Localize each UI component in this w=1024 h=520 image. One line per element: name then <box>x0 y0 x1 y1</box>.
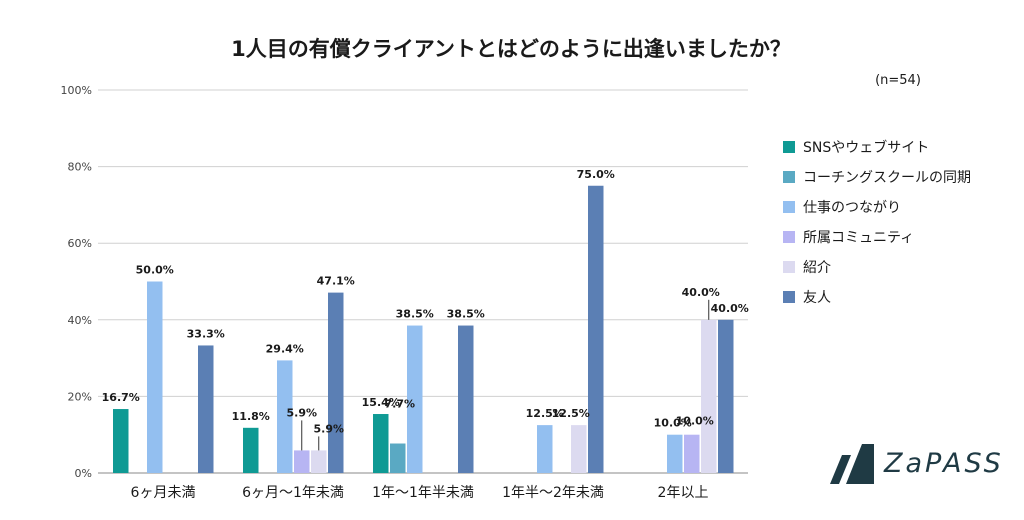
data-label: 10.0% <box>654 417 692 430</box>
data-label: 33.3% <box>187 327 225 340</box>
bar <box>373 414 389 473</box>
bar <box>328 292 344 473</box>
bar <box>243 427 259 473</box>
legend: SNSやウェブサイトコーチングスクールの同期仕事のつながり所属コミュニティ紹介友… <box>783 139 971 306</box>
y-tick-label: 80% <box>68 161 92 174</box>
legend-swatch <box>783 201 795 213</box>
data-label: 10.0% <box>676 415 714 428</box>
data-label: 7.7% <box>384 398 415 411</box>
data-label: 12.5% <box>552 407 590 420</box>
data-label: 50.0% <box>136 264 174 277</box>
bars <box>113 185 734 473</box>
data-label: 29.4% <box>266 342 304 355</box>
category-label: 1年半〜2年未満 <box>502 485 604 501</box>
data-label: 40.0% <box>711 302 749 315</box>
data-label: 38.5% <box>447 308 485 321</box>
y-tick-label: 20% <box>68 390 92 403</box>
chart-title: 1人目の有償クライアントとはどのように出逢いましたか？ <box>231 37 791 61</box>
legend-swatch <box>783 141 795 153</box>
data-label: 38.5% <box>396 308 434 321</box>
data-label: 12.5% <box>526 407 564 420</box>
legend-entry: SNSやウェブサイト <box>803 139 929 156</box>
legend-entry: 友人 <box>803 290 831 306</box>
data-label: 16.7% <box>102 391 140 404</box>
bar <box>311 450 327 473</box>
bar <box>198 345 214 473</box>
x-axis-categories: 6ヶ月未満 6ヶ月〜1年未満 1年〜1年半未満 1年半〜2年未満 2年以上 <box>131 485 709 501</box>
zapass-logo-icon <box>830 444 874 484</box>
legend-entry: コーチングスクールの同期 <box>803 170 971 186</box>
y-tick-label: 60% <box>68 237 92 250</box>
bar <box>147 281 163 473</box>
logo-text: ZaPASS <box>883 448 1004 479</box>
bar <box>718 319 734 473</box>
bar <box>701 319 717 473</box>
sample-size-note: (n=54) <box>875 73 921 88</box>
zapass-logo: ZaPASS <box>830 444 1004 484</box>
legend-entry: 紹介 <box>803 260 831 276</box>
category-label: 6ヶ月未満 <box>131 485 196 501</box>
bar <box>390 443 406 473</box>
bar <box>113 409 129 473</box>
data-label: 40.0% <box>682 286 720 299</box>
data-label: 75.0% <box>577 168 615 181</box>
gridlines <box>98 89 748 474</box>
legend-entry: 仕事のつながり <box>803 200 901 216</box>
bar <box>537 425 553 473</box>
data-label: 15.4% <box>362 396 400 409</box>
legend-swatch <box>783 231 795 243</box>
y-tick-label: 0% <box>75 467 92 480</box>
y-axis-ticks: 0% 20% 40% 60% 80% 100% <box>61 84 92 480</box>
bar <box>277 360 293 473</box>
data-label: 5.9% <box>286 406 317 419</box>
legend-swatch <box>783 261 795 273</box>
data-label: 47.1% <box>317 275 355 288</box>
legend-swatch <box>783 171 795 183</box>
bar <box>458 325 474 473</box>
data-label: 5.9% <box>313 422 344 435</box>
category-label: 2年以上 <box>658 485 709 501</box>
bar <box>571 425 587 473</box>
bar <box>667 434 683 473</box>
data-label: 11.8% <box>232 410 270 423</box>
data-labels: 16.7% 50.0% 33.3% 11.8% 29.4% 5.9% 5.9% 47.1% 15… <box>102 168 749 451</box>
bar <box>588 185 604 473</box>
y-tick-label: 40% <box>68 314 92 327</box>
legend-entry: 所属コミュニティ <box>803 230 914 246</box>
y-tick-label: 100% <box>61 84 92 97</box>
bar <box>684 434 700 473</box>
category-label: 1年〜1年半未満 <box>372 485 474 501</box>
legend-swatch <box>783 291 795 303</box>
bar <box>294 450 310 473</box>
bar <box>407 325 423 473</box>
category-label: 6ヶ月〜1年未満 <box>242 485 344 501</box>
